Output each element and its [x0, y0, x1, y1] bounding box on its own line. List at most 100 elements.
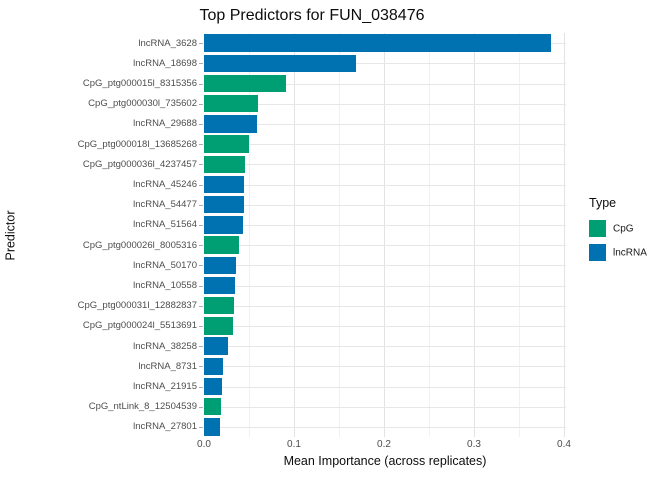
y-tick-mark [199, 224, 203, 226]
row-gridline [204, 83, 566, 85]
bar-lncRNA_27801 [204, 418, 221, 436]
y-tick-mark [199, 245, 203, 247]
y-tick-mark [199, 43, 203, 45]
major-gridline [474, 33, 475, 437]
bar-lncRNA_18698 [204, 54, 357, 73]
y-tick-mark [199, 325, 203, 327]
y-tick-label: lncRNA_8731 [138, 360, 197, 372]
bar-CpG_ptg000030l_735602 [204, 94, 258, 113]
row-gridline [204, 305, 566, 307]
major-gridline [564, 33, 565, 437]
y-tick-label: lncRNA_10558 [133, 280, 197, 291]
y-tick-label: CpG_ptg000031l_12882837 [77, 300, 197, 312]
row-gridline [204, 325, 566, 327]
y-tick-label: CpG_ptg000030l_735602 [88, 98, 197, 110]
y-tick-mark [199, 285, 203, 287]
row-gridline [204, 426, 566, 428]
y-tick-mark [199, 103, 203, 105]
x-tick-label: 0.1 [287, 439, 301, 450]
legend: Type CpG lncRNA [589, 196, 647, 268]
bar-lncRNA_38258 [204, 337, 229, 355]
y-tick-mark [199, 265, 203, 267]
bar-CpG_ptg000036l_4237457 [204, 155, 246, 174]
bar-lncRNA_51564 [204, 216, 243, 234]
y-tick-label: lncRNA_54477 [133, 199, 197, 211]
bar-lncRNA_45246 [204, 175, 244, 194]
legend-swatch-lncrna [589, 244, 606, 261]
bar-lncRNA_54477 [204, 195, 244, 214]
bar-CpG_ptg000024l_5513691 [204, 317, 233, 335]
y-tick-mark [199, 406, 203, 408]
row-gridline [204, 386, 566, 388]
legend-item-lncrna: lncRNA [589, 244, 647, 261]
row-gridline [204, 164, 566, 166]
minor-gridline [519, 33, 520, 437]
major-gridline [384, 33, 385, 437]
y-tick-mark [199, 426, 203, 428]
major-gridline [294, 33, 295, 437]
y-tick-label: CpG_ptg000015l_8315356 [82, 78, 197, 89]
bar-CpG_ptg000015l_8315356 [204, 74, 286, 93]
y-tick-label: CpG_ptg000024l_5513691 [82, 320, 197, 332]
y-tick-label: lncRNA_50170 [133, 259, 197, 271]
y-tick-label: lncRNA_21915 [133, 381, 197, 392]
row-gridline [204, 224, 566, 226]
bar-lncRNA_10558 [204, 276, 235, 295]
minor-gridline [429, 33, 430, 437]
row-gridline [204, 406, 566, 408]
row-gridline [204, 123, 566, 125]
plot-panel [204, 33, 566, 437]
y-tick-mark [199, 346, 203, 348]
y-tick-label: CpG_ntLink_8_12504539 [88, 401, 197, 413]
bar-lncRNA_50170 [204, 256, 237, 275]
y-tick-mark [199, 144, 203, 146]
bar-lncRNA_29688 [204, 115, 258, 133]
y-tick-label: CpG_ptg000018l_13685268 [77, 138, 197, 150]
y-tick-mark [199, 123, 203, 125]
y-tick-mark [199, 366, 203, 368]
bar-CpG_ptg000018l_13685268 [204, 135, 249, 153]
row-gridline [204, 103, 566, 105]
row-gridline [204, 265, 566, 267]
minor-gridline [339, 33, 340, 437]
row-gridline [204, 285, 566, 287]
x-tick-label: 0.0 [197, 439, 211, 450]
legend-label-cpg: CpG [613, 223, 634, 234]
y-tick-mark [199, 63, 203, 65]
legend-item-cpg: CpG [589, 220, 634, 237]
y-tick-label: lncRNA_27801 [133, 421, 197, 433]
y-tick-label: lncRNA_38258 [133, 340, 197, 352]
bar-CpG_ptg000026l_8005316 [204, 236, 240, 254]
y-tick-label: lncRNA_18698 [133, 57, 197, 69]
minor-gridline [249, 33, 250, 437]
y-tick-label: lncRNA_3628 [138, 37, 197, 49]
x-tick-label: 0.4 [557, 439, 571, 450]
row-gridline [204, 184, 566, 186]
y-tick-mark [199, 184, 203, 186]
row-gridline [204, 245, 566, 247]
y-tick-label: CpG_ptg000026l_8005316 [82, 239, 197, 251]
y-tick-label: lncRNA_45246 [133, 179, 197, 190]
row-gridline [204, 144, 566, 146]
chart-title: Top Predictors for FUN_038476 [199, 7, 425, 24]
y-tick-mark [199, 305, 203, 307]
x-tick-label: 0.2 [377, 439, 391, 450]
row-gridline [204, 63, 566, 65]
y-tick-mark [199, 83, 203, 85]
y-tick-label: lncRNA_51564 [133, 219, 197, 231]
row-gridline [204, 366, 566, 368]
legend-title: Type [589, 196, 617, 210]
y-tick-mark [199, 204, 203, 206]
bar-CpG_ntLink_8_12504539 [204, 397, 222, 416]
row-gridline [204, 204, 566, 206]
legend-swatch-cpg [589, 220, 606, 237]
y-tick-mark [199, 164, 203, 166]
legend-label-lncrna: lncRNA [613, 247, 647, 258]
y-axis-title: Predictor [3, 210, 18, 261]
x-axis-title: Mean Importance (across replicates) [283, 454, 487, 468]
x-tick-label: 0.3 [467, 439, 481, 450]
bar-lncRNA_21915 [204, 377, 222, 396]
row-gridline [204, 346, 566, 348]
bar-CpG_ptg000031l_12882837 [204, 296, 234, 315]
